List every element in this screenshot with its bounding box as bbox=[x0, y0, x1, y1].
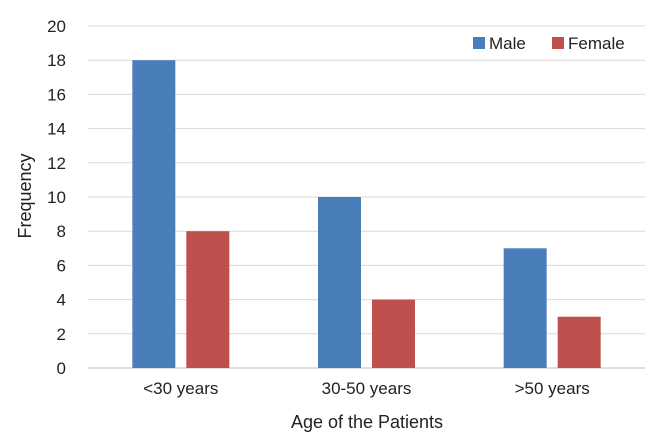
x-tick-label: <30 years bbox=[143, 379, 218, 398]
legend-label-female: Female bbox=[568, 34, 625, 53]
legend-swatch-male bbox=[473, 37, 485, 49]
y-tick-label: 10 bbox=[47, 188, 66, 207]
y-tick-label: 18 bbox=[47, 51, 66, 70]
x-axis-ticks: <30 years 30-50 years >50 years bbox=[143, 379, 589, 398]
y-tick-label: 20 bbox=[47, 17, 66, 36]
legend-label-male: Male bbox=[489, 34, 526, 53]
legend-swatch-female bbox=[552, 37, 564, 49]
bar-female-2 bbox=[557, 316, 601, 368]
x-axis-title: Age of the Patients bbox=[291, 412, 443, 432]
y-tick-label: 2 bbox=[57, 325, 66, 344]
bar-male-2 bbox=[503, 248, 547, 368]
y-tick-label: 12 bbox=[47, 154, 66, 173]
y-tick-label: 0 bbox=[57, 359, 66, 378]
legend: Male Female bbox=[473, 34, 625, 53]
bars bbox=[132, 60, 601, 368]
y-axis-ticks: 0 2 4 6 8 10 12 14 16 18 20 bbox=[47, 17, 66, 378]
bar-male-1 bbox=[318, 197, 361, 368]
y-tick-label: 14 bbox=[47, 120, 66, 139]
y-tick-label: 16 bbox=[47, 85, 66, 104]
bar-female-1 bbox=[372, 299, 415, 368]
x-tick-label: 30-50 years bbox=[322, 379, 412, 398]
x-tick-label: >50 years bbox=[515, 379, 590, 398]
y-axis-title: Frequency bbox=[15, 153, 35, 238]
bar-male-0 bbox=[132, 60, 176, 368]
gridlines bbox=[88, 25, 645, 369]
bar-female-0 bbox=[186, 231, 230, 368]
y-tick-label: 6 bbox=[57, 256, 66, 275]
y-tick-label: 8 bbox=[57, 222, 66, 241]
y-tick-label: 4 bbox=[57, 291, 66, 310]
